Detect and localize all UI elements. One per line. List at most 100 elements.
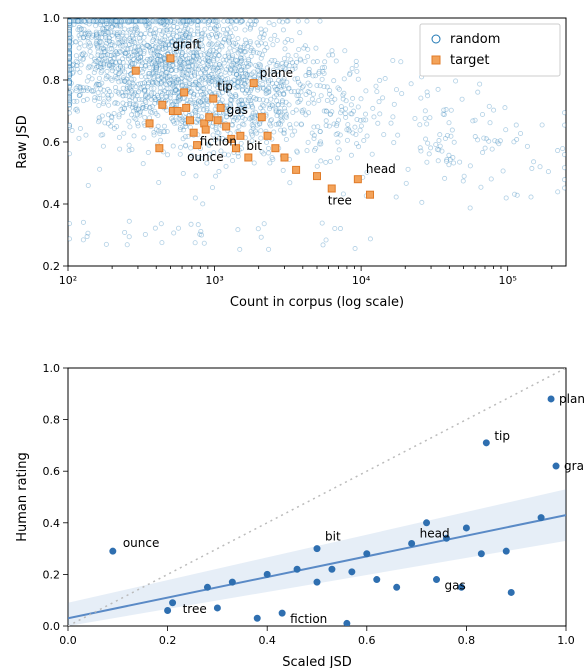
random-point: [170, 63, 174, 67]
random-point: [199, 233, 203, 237]
random-point: [158, 57, 162, 61]
random-point: [142, 19, 146, 23]
random-point: [224, 164, 228, 168]
random-point: [78, 126, 82, 130]
random-point: [282, 57, 286, 61]
random-point: [117, 80, 121, 84]
random-point: [120, 91, 124, 95]
random-point: [293, 129, 297, 133]
random-point: [143, 115, 147, 119]
random-point: [137, 97, 141, 101]
random-point: [234, 72, 238, 76]
ytick-label: 0.4: [43, 517, 61, 530]
target-point: [264, 132, 271, 139]
random-point: [423, 116, 427, 120]
random-point: [437, 138, 441, 142]
random-point: [152, 86, 156, 90]
random-point: [514, 123, 518, 127]
random-point: [419, 149, 423, 153]
xtick-label: 1.0: [557, 634, 575, 647]
xlabel: Scaled JSD: [282, 655, 351, 668]
random-point: [172, 24, 176, 28]
random-point: [78, 41, 82, 45]
random-point: [372, 115, 376, 119]
data-point: [553, 463, 559, 469]
random-point: [294, 108, 298, 112]
random-point: [451, 161, 455, 165]
random-point: [374, 84, 378, 88]
random-point: [148, 106, 152, 110]
target-point: [183, 104, 190, 111]
random-point: [81, 35, 85, 39]
random-point: [155, 74, 159, 78]
random-point: [337, 148, 341, 152]
random-point: [77, 93, 81, 97]
random-point: [150, 39, 154, 43]
random-point: [351, 96, 355, 100]
random-point: [202, 69, 206, 73]
random-point: [168, 91, 172, 95]
random-point: [391, 115, 395, 119]
random-point: [300, 109, 304, 113]
random-point: [423, 137, 427, 141]
random-point: [154, 66, 158, 70]
random-point: [399, 60, 403, 64]
random-point: [74, 54, 78, 58]
random-point: [122, 106, 126, 110]
random-point: [203, 27, 207, 31]
random-point: [301, 84, 305, 88]
random-point: [364, 118, 368, 122]
random-point: [105, 30, 109, 34]
target-point: [167, 55, 174, 62]
random-point: [447, 121, 451, 125]
random-point: [272, 130, 276, 134]
data-point: [538, 515, 544, 521]
random-point: [131, 54, 135, 58]
random-point: [400, 91, 404, 95]
random-point: [228, 31, 232, 35]
random-point: [178, 125, 182, 129]
random-point: [378, 112, 382, 116]
target-point: [190, 129, 197, 136]
random-point: [324, 109, 328, 113]
random-point: [247, 96, 251, 100]
random-point: [159, 222, 163, 226]
random-point: [231, 118, 235, 122]
random-point: [105, 69, 109, 73]
random-point: [383, 76, 387, 80]
random-point: [350, 112, 354, 116]
xtick-label: 0.4: [258, 634, 276, 647]
random-point: [318, 84, 322, 88]
random-point: [327, 92, 331, 96]
random-point: [501, 169, 505, 173]
random-point: [413, 116, 417, 120]
random-point: [490, 147, 494, 151]
random-point: [227, 38, 231, 42]
random-point: [153, 226, 157, 230]
random-point: [87, 33, 91, 37]
random-point: [146, 85, 150, 89]
random-point: [171, 102, 175, 106]
random-point: [126, 47, 130, 51]
random-point: [208, 27, 212, 31]
random-point: [275, 38, 279, 42]
random-point: [92, 70, 96, 74]
random-point: [224, 32, 228, 36]
random-point: [229, 94, 233, 98]
random-point: [320, 221, 324, 225]
random-point: [299, 90, 303, 94]
xtick-label: 10⁴: [352, 274, 371, 287]
random-point: [512, 140, 516, 144]
random-point: [354, 59, 358, 63]
random-point: [110, 78, 114, 82]
random-point: [314, 46, 318, 50]
random-point: [117, 72, 121, 76]
random-point: [268, 122, 272, 126]
random-point: [208, 76, 212, 80]
random-point: [335, 124, 339, 128]
random-point: [302, 46, 306, 50]
random-point: [143, 93, 147, 97]
random-point: [138, 82, 142, 86]
random-point: [244, 50, 248, 54]
random-point: [172, 231, 176, 235]
